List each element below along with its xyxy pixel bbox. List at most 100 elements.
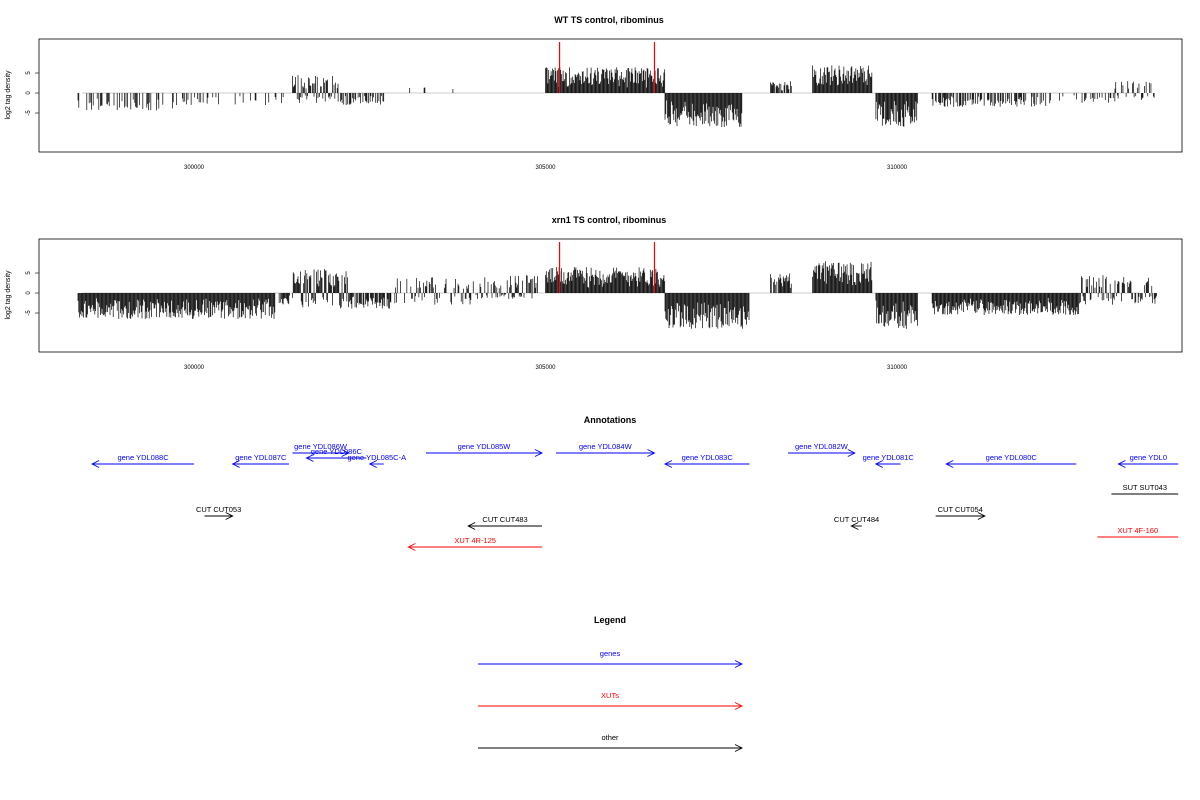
wt-y-axis-label: log2 tag density (5, 70, 12, 120)
annotation-feature: gene YDL087C (231, 453, 289, 468)
legend-label: genes (600, 649, 621, 658)
annotation-feature: XUT 4F-160 (1097, 526, 1179, 538)
arrowhead-right (225, 512, 234, 520)
annotation-feature: CUT CUT054 (935, 505, 986, 520)
xrn1-plot-frame (38, 238, 1183, 353)
arrowhead-left (945, 460, 954, 468)
legend-entry: XUTs (478, 691, 744, 710)
wt-plot-frame (38, 38, 1183, 153)
feature-label: CUT CUT483 (482, 515, 527, 524)
x-tick-label: 310000 (887, 165, 908, 171)
feature-label: gene YDL086W (294, 442, 348, 451)
feature-label: gene YDL081C (863, 453, 915, 462)
arrowhead-right (847, 449, 856, 457)
arrowhead-left (874, 460, 884, 468)
annotation-feature: gene YDL084W (556, 442, 656, 457)
annotation-feature: CUT CUT483 (467, 515, 542, 530)
annotation-feature: gene YDL080C (945, 453, 1077, 468)
annotation-feature: gene YDL081C (863, 453, 915, 468)
arrowhead-right (341, 449, 350, 457)
annotation-feature: gene YDL086W (292, 442, 350, 457)
arrowhead-left (305, 454, 314, 462)
y-tick-label: 0 (26, 91, 32, 95)
feature-label: gene YDL085W (458, 442, 512, 451)
legend-label: other (601, 733, 619, 742)
arrowhead-right (734, 660, 744, 668)
wt-coverage-plot: WT TS control, ribominus 300000 305000 310… (5, 15, 1183, 171)
y-tick-label: 0 (26, 291, 32, 295)
feature-label: CUT CUT484 (834, 515, 879, 524)
annotation-feature: CUT CUT484 (834, 515, 879, 530)
xrn1-marker-lines (558, 242, 656, 293)
feature-label: CUT CUT053 (196, 505, 241, 514)
feature-label: gene YDL087C (235, 453, 287, 462)
xrn1-signal-bars (77, 261, 1157, 329)
annotation-feature: XUT 4R-125 (407, 536, 542, 551)
annotation-feature: gene YDL082W (788, 442, 856, 457)
annotation-feature: SUT SUT043 (1111, 483, 1179, 495)
xrn1-coverage-plot: xrn1 TS control, ribominus 300000 305000 3… (5, 215, 1183, 371)
annotation-feature: gene YDL0 (1117, 453, 1179, 468)
feature-label: gene YDL084W (579, 442, 633, 451)
legend-entries: genes XUTs other (478, 649, 744, 752)
y-tick-label: -5 (26, 310, 32, 316)
x-tick-label: 310000 (887, 365, 908, 371)
wt-signal-bars (77, 65, 1155, 127)
x-tick-label: 300000 (184, 165, 205, 171)
arrowhead-left (850, 522, 859, 530)
feature-label: gene YDL083C (682, 453, 734, 462)
feature-label: gene YDL088C (117, 453, 169, 462)
xrn1-y-axis: -5 0 5 (26, 271, 39, 316)
xrn1-x-axis: 300000 305000 310000 (184, 365, 908, 371)
annotation-feature: gene YDL083C (664, 453, 750, 468)
feature-label: SUT SUT043 (1123, 483, 1167, 492)
feature-label: gene YDL082W (795, 442, 849, 451)
y-tick-label: 5 (26, 71, 32, 75)
x-tick-label: 305000 (535, 365, 556, 371)
annotation-feature: gene YDL088C (91, 453, 194, 468)
feature-label: gene YDL086C (311, 447, 363, 456)
xrn1-y-axis-label: log2 tag density (5, 270, 12, 320)
wt-y-axis: -5 0 5 (26, 71, 39, 116)
feature-label: CUT CUT054 (938, 505, 983, 514)
feature-label: XUT 4R-125 (454, 536, 496, 545)
arrowhead-left (664, 460, 673, 468)
arrowhead-left (407, 543, 416, 551)
legend-label: XUTs (601, 691, 619, 700)
xrn1-plot-title: xrn1 TS control, ribominus (552, 215, 667, 225)
annotation-feature: CUT CUT053 (196, 505, 241, 520)
arrowhead-left (467, 522, 476, 530)
arrowhead-left (1117, 460, 1126, 468)
legend-entry: genes (478, 649, 744, 668)
annotation-feature: gene YDL085C-A (347, 453, 406, 468)
arrowhead-left (368, 460, 377, 468)
annotations-title: Annotations (584, 415, 637, 425)
feature-label: gene YDL085C-A (347, 453, 406, 462)
wt-plot-title: WT TS control, ribominus (554, 15, 664, 25)
arrowhead-right (734, 744, 744, 752)
arrowhead-left (231, 460, 240, 468)
arrowhead-left (91, 460, 100, 468)
x-tick-label: 305000 (535, 165, 556, 171)
legend-panel: Legend genes XUTs other (478, 615, 744, 752)
wt-marker-lines (558, 42, 656, 93)
arrowhead-right (647, 449, 656, 457)
x-tick-label: 300000 (184, 365, 205, 371)
annotations-panel: Annotations gene YDL088C gene YDL087C gene… (91, 415, 1179, 551)
y-tick-label: 5 (26, 271, 32, 275)
arrowhead-right (534, 449, 543, 457)
arrowhead-right (977, 512, 986, 520)
legend-entry: other (478, 733, 744, 752)
feature-label: gene YDL0 (1130, 453, 1167, 462)
feature-label: XUT 4F-160 (1117, 526, 1158, 535)
y-tick-label: -5 (26, 110, 32, 116)
feature-label: gene YDL080C (986, 453, 1038, 462)
arrowhead-right (734, 702, 744, 710)
annotation-feature: gene YDL086C (305, 447, 367, 462)
legend-title: Legend (594, 615, 626, 625)
wt-x-axis: 300000 305000 310000 (184, 165, 908, 171)
annotation-feature: gene YDL085W (425, 442, 543, 457)
